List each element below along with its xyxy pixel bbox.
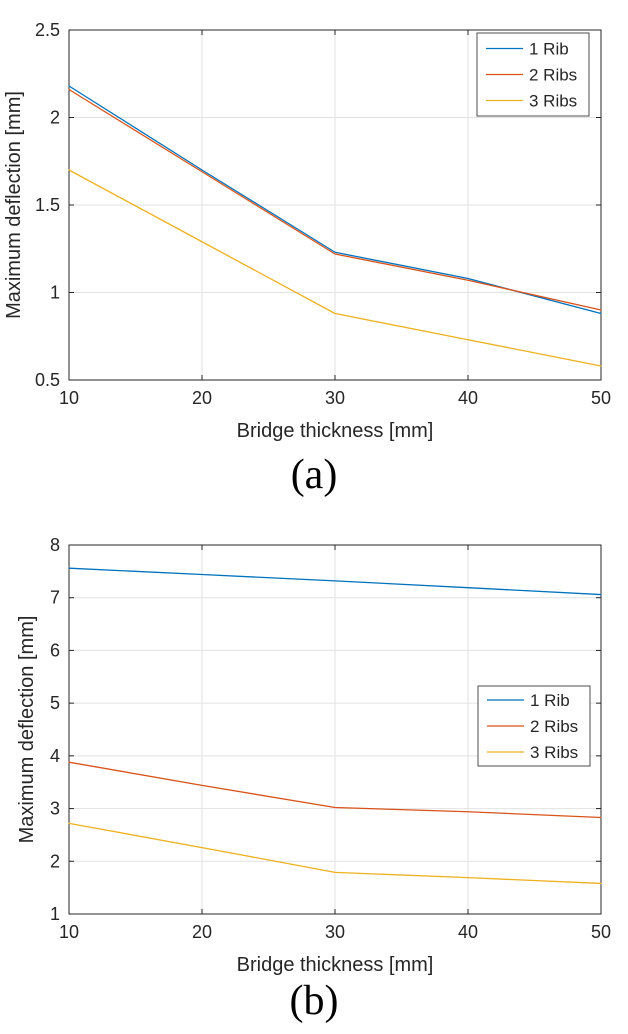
x-tick-label: 40: [458, 922, 478, 942]
legend-label-2-ribs: 2 Ribs: [530, 717, 578, 736]
x-axis-label: Bridge thickness [mm]: [237, 954, 434, 976]
x-tick-label: 40: [458, 388, 478, 408]
legend-label-3-ribs: 3 Ribs: [529, 92, 577, 111]
x-tick-label: 10: [59, 922, 79, 942]
y-tick-label: 7: [50, 588, 60, 608]
legend-label-2-ribs: 2 Ribs: [529, 66, 577, 85]
y-tick-label: 3: [50, 799, 60, 819]
y-tick-label: 2.5: [35, 20, 60, 40]
legend: 1 Rib 2 Ribs 3 Ribs: [476, 32, 590, 117]
series-line-3-ribs: [68, 169, 602, 367]
y-tick-label: 6: [50, 640, 60, 660]
y-tick-label: 2: [50, 108, 60, 128]
x-tick-label: 50: [591, 388, 611, 408]
x-tick-label: 50: [591, 922, 611, 942]
y-tick-label: 2: [50, 851, 60, 871]
legend-label-3-ribs: 3 Ribs: [530, 743, 578, 762]
y-tick-label: 1: [50, 904, 60, 924]
legend-label-1-rib: 1 Rib: [530, 691, 570, 710]
series-line-3-ribs: [68, 822, 602, 885]
chart-a-caption: (a): [290, 452, 338, 498]
chart-b-caption: (b): [289, 978, 339, 1024]
x-axis-label: Bridge thickness [mm]: [237, 420, 434, 442]
x-tick-label: 30: [325, 922, 345, 942]
series-line-2-ribs: [68, 761, 602, 819]
x-tick-label: 20: [192, 388, 212, 408]
chart-b-canvas: 10 20 30 40 50 1 2 3 4 5 6 7 8 Bridge thickness [mm] M…: [16, 535, 611, 976]
y-tick-label: 5: [50, 693, 60, 713]
legend-label-1-rib: 1 Rib: [529, 40, 569, 59]
legend: 1 Rib 2 Ribs 3 Ribs: [477, 685, 591, 767]
y-tick-label: 8: [50, 535, 60, 555]
chart-a-canvas: 10 20 30 40 50 0.5 1 1.5 2 2.5 Bridge thickness [m…: [3, 20, 611, 442]
y-tick-label: 4: [50, 746, 60, 766]
y-tick-label: 1.5: [35, 195, 60, 215]
x-tick-label: 30: [325, 388, 345, 408]
x-tick-label: 20: [192, 922, 212, 942]
x-tick-label: 10: [59, 388, 79, 408]
series-line-1-rib: [68, 567, 602, 596]
series-line-2-ribs: [68, 88, 602, 311]
y-tick-label: 1: [50, 283, 60, 303]
y-axis-label: Maximum deflection [mm]: [3, 91, 25, 319]
y-tick-label: 0.5: [35, 370, 60, 390]
y-axis-label: Maximum deflection [mm]: [16, 616, 38, 844]
